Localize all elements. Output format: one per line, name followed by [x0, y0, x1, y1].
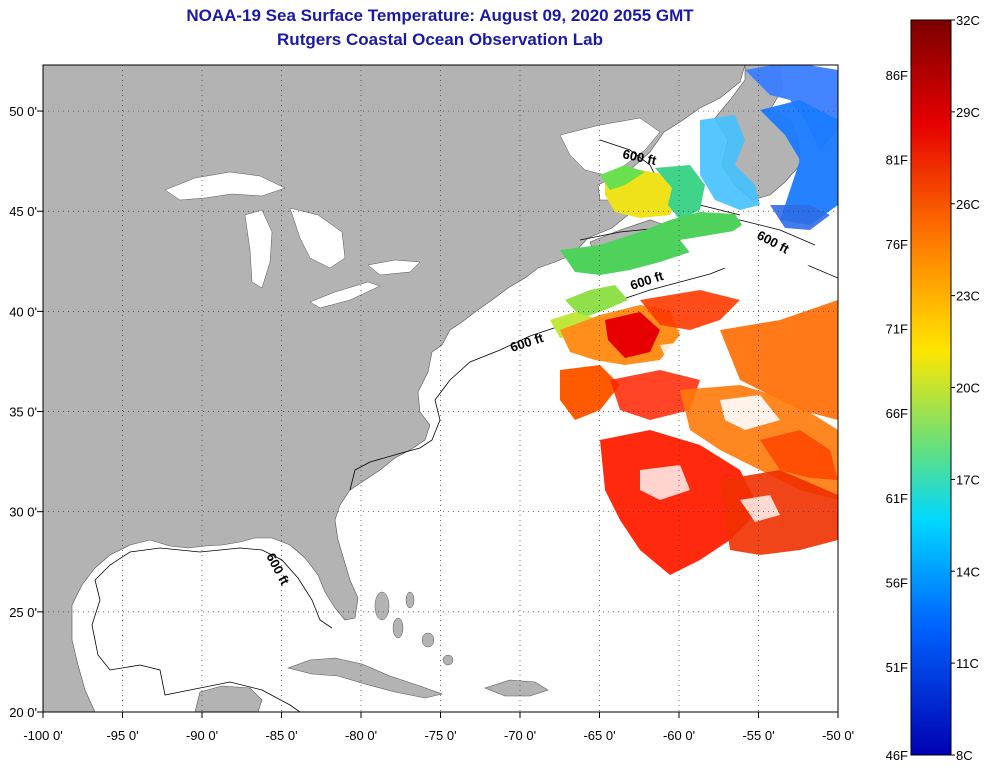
- map-title: NOAA-19 Sea Surface Temperature: August …: [186, 6, 694, 25]
- lat-tick-label: 25 0': [9, 605, 37, 620]
- colorbar-fahrenheit-label: 61F: [886, 491, 908, 506]
- lake-superior: [164, 171, 286, 201]
- lat-tick-label: 50 0': [9, 104, 37, 119]
- lake-michigan: [244, 209, 273, 289]
- colorbar-gradient: [910, 19, 952, 756]
- colorbar-fahrenheit-label: 56F: [886, 575, 908, 590]
- colorbar-celsius-label: 17C: [956, 472, 980, 487]
- colorbar-fahrenheit-label: 66F: [886, 406, 908, 421]
- lon-tick-label: -100 0': [23, 728, 62, 743]
- bahamas-islands: [374, 591, 454, 666]
- lon-tick-label: -80 0': [345, 728, 377, 743]
- hispaniola-land: [484, 679, 549, 697]
- north-america-land: [43, 65, 746, 712]
- colorbar-fahrenheit-label: 46F: [886, 748, 908, 763]
- colorbar-celsius-label: 32C: [956, 13, 980, 28]
- lon-tick-label: -75 0': [424, 728, 456, 743]
- colorbar-fahrenheit-label: 81F: [886, 153, 908, 168]
- lake-ontario: [367, 259, 421, 276]
- cuba-land: [286, 657, 444, 699]
- colorbar-fahrenheit-label: 76F: [886, 237, 908, 252]
- sst-map: 600 ft 600 ft 600 ft 600 ft 600 ft -100 …: [9, 64, 854, 743]
- lon-tick-label: -60 0': [663, 728, 695, 743]
- lon-tick-label: -85 0': [265, 728, 297, 743]
- lon-tick-label: -90 0': [186, 728, 218, 743]
- colorbar-celsius-label: 11C: [956, 656, 979, 671]
- lon-tick-label: -50 0': [822, 728, 854, 743]
- lake-huron: [289, 207, 346, 269]
- lat-tick-label: 45 0': [9, 204, 37, 219]
- colorbar-celsius-label: 29C: [956, 105, 980, 120]
- colorbar: 32C 29C 26C 23C 20C 17C 14C 11C 8C 86F 81F 76F 71F 66…: [886, 13, 980, 763]
- sst-data-layer: [550, 65, 838, 575]
- colorbar-celsius-label: 26C: [956, 197, 980, 212]
- lat-tick-label: 35 0': [9, 405, 37, 420]
- colorbar-fahrenheit-label: 71F: [886, 322, 908, 337]
- colorbar-celsius-label: 14C: [956, 564, 980, 579]
- lon-tick-label: -70 0': [504, 728, 536, 743]
- yucatan-land: [194, 685, 263, 712]
- lon-tick-label: -55 0': [742, 728, 774, 743]
- map-subtitle: Rutgers Coastal Ocean Observation Lab: [277, 30, 603, 49]
- colorbar-celsius-label: 8C: [956, 748, 973, 763]
- lat-tick-label: 20 0': [9, 705, 37, 720]
- lon-tick-label: -65 0': [583, 728, 615, 743]
- axis-ticks: -100 0' -95 0' -90 0' -85 0' -80 0' -75 0' -70…: [9, 104, 854, 743]
- lon-tick-label: -95 0': [106, 728, 138, 743]
- st-lawrence-water: [559, 117, 661, 176]
- colorbar-celsius-label: 23C: [956, 289, 980, 304]
- colorbar-celsius-label: 20C: [956, 381, 980, 396]
- lat-tick-label: 40 0': [9, 304, 37, 319]
- lat-tick-label: 30 0': [9, 505, 37, 520]
- colorbar-fahrenheit-label: 86F: [886, 68, 908, 83]
- lake-erie: [309, 281, 381, 309]
- colorbar-fahrenheit-label: 51F: [886, 660, 908, 675]
- contour-label-600ft: 600 ft: [621, 146, 658, 168]
